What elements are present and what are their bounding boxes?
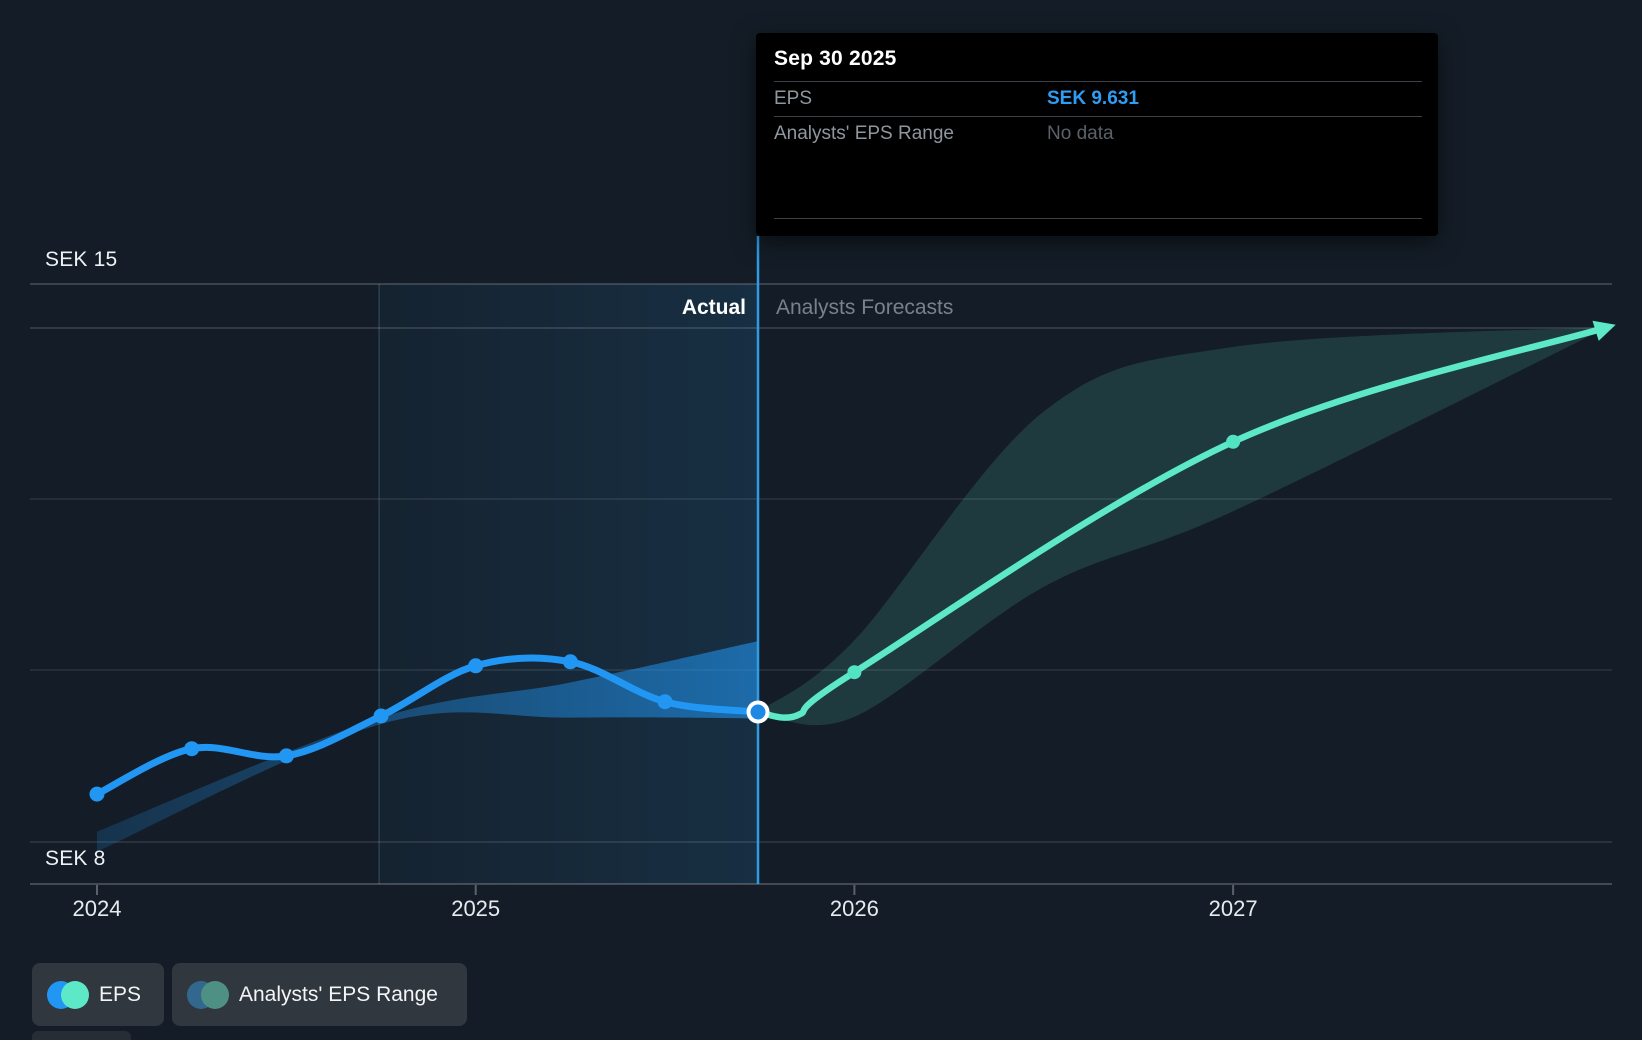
selected-point-core xyxy=(750,704,766,720)
legend-chip-analysts-eps-range[interactable]: Analysts' EPS Range xyxy=(172,963,467,1026)
clipped-bottom-element[interactable] xyxy=(32,1031,131,1040)
forecast-eps-line xyxy=(754,323,1612,721)
forecast-arrowhead-icon xyxy=(1592,320,1616,341)
forecast-data-point[interactable] xyxy=(1226,434,1241,449)
actual-data-point[interactable] xyxy=(468,658,484,674)
range-teal-dot-icon xyxy=(201,980,229,1009)
actual-data-point[interactable] xyxy=(278,748,294,764)
tooltip-eps-row: EPS SEK 9.631 xyxy=(774,82,1422,117)
legend-chip-eps-label: EPS xyxy=(99,982,142,1006)
tooltip-bottom-divider xyxy=(774,218,1422,219)
x-axis-year-label: 2024 xyxy=(72,896,122,921)
analyst-range-forecast-band xyxy=(758,327,1608,726)
analyst-range-actual-band xyxy=(97,641,758,852)
tooltip-eps-label: EPS xyxy=(774,88,813,109)
eps-teal-dot-icon xyxy=(61,980,89,1009)
tooltip-range-value: No data xyxy=(1047,123,1114,144)
actual-data-point[interactable] xyxy=(657,694,673,710)
actual-data-point[interactable] xyxy=(184,741,200,757)
x-axis-year-label: 2026 xyxy=(829,896,879,921)
range-legend-icon xyxy=(187,980,229,1009)
legend-chip-eps[interactable]: EPS xyxy=(32,963,164,1026)
actual-highlight-band xyxy=(379,284,758,884)
chart-tooltip: Sep 30 2025 EPS SEK 9.631 Analysts' EPS … xyxy=(756,33,1438,236)
legend-chip-analysts-eps-range-label: Analysts' EPS Range xyxy=(239,982,438,1006)
y-axis-label-top: SEK 15 xyxy=(45,248,118,271)
x-axis-year-label: 2027 xyxy=(1208,896,1258,921)
tooltip-range-label: Analysts' EPS Range xyxy=(774,123,954,144)
forecast-zone-label: Analysts Forecasts xyxy=(776,296,954,319)
actual-data-point[interactable] xyxy=(373,708,389,724)
tooltip-range-row: Analysts' EPS Range No data xyxy=(774,117,1422,151)
x-axis-year-label: 2025 xyxy=(451,896,501,921)
actual-data-point[interactable] xyxy=(562,654,578,670)
actual-data-point[interactable] xyxy=(89,786,105,802)
actual-zone-label: Actual xyxy=(681,296,746,319)
tooltip-eps-value: SEK 9.631 xyxy=(1047,88,1139,109)
eps-legend-icon xyxy=(47,980,89,1009)
forecast-data-point[interactable] xyxy=(847,665,862,680)
y-axis-label-bottom: SEK 8 xyxy=(45,847,106,870)
tooltip-date: Sep 30 2025 xyxy=(774,33,1422,82)
